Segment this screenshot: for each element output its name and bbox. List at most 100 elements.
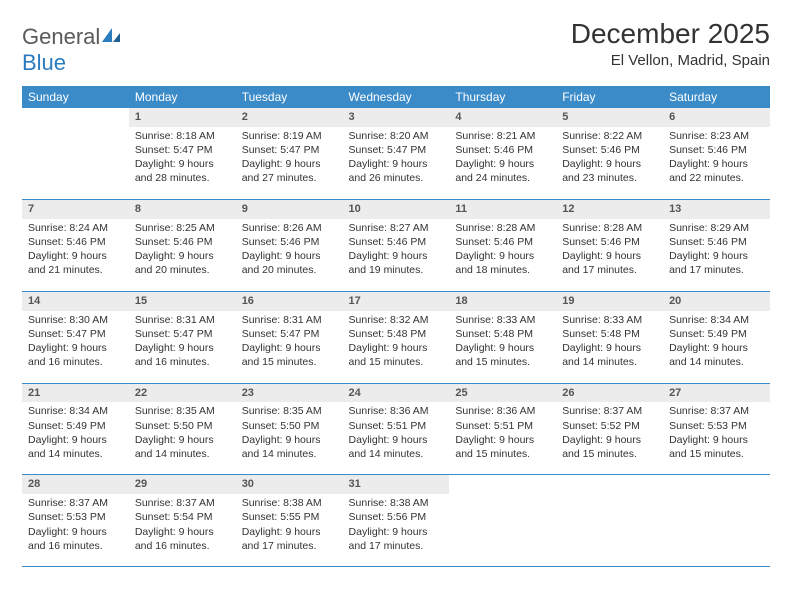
sunset-line: Sunset: 5:51 PM [349, 419, 444, 433]
sunrise-line: Sunrise: 8:27 AM [349, 221, 444, 235]
daylight-line: Daylight: 9 hours and 26 minutes. [349, 157, 444, 185]
day-body: Sunrise: 8:31 AMSunset: 5:47 PMDaylight:… [236, 311, 343, 383]
sunset-line: Sunset: 5:46 PM [669, 235, 764, 249]
sunrise-line: Sunrise: 8:20 AM [349, 129, 444, 143]
day-number: 5 [556, 108, 663, 127]
sunrise-line: Sunrise: 8:34 AM [28, 404, 123, 418]
sunset-line: Sunset: 5:53 PM [28, 510, 123, 524]
calendar-cell: 26Sunrise: 8:37 AMSunset: 5:52 PMDayligh… [556, 383, 663, 475]
day-number: 22 [129, 384, 236, 403]
sunrise-line: Sunrise: 8:35 AM [135, 404, 230, 418]
day-body: Sunrise: 8:29 AMSunset: 5:46 PMDaylight:… [663, 219, 770, 291]
calendar-cell: 4Sunrise: 8:21 AMSunset: 5:46 PMDaylight… [449, 108, 556, 199]
day-body: Sunrise: 8:18 AMSunset: 5:47 PMDaylight:… [129, 127, 236, 199]
sunrise-line: Sunrise: 8:37 AM [135, 496, 230, 510]
day-number: 27 [663, 384, 770, 403]
sunset-line: Sunset: 5:47 PM [135, 327, 230, 341]
calendar-cell: 22Sunrise: 8:35 AMSunset: 5:50 PMDayligh… [129, 383, 236, 475]
calendar-cell: 27Sunrise: 8:37 AMSunset: 5:53 PMDayligh… [663, 383, 770, 475]
calendar-cell: 18Sunrise: 8:33 AMSunset: 5:48 PMDayligh… [449, 291, 556, 383]
sunset-line: Sunset: 5:50 PM [135, 419, 230, 433]
sunrise-line: Sunrise: 8:25 AM [135, 221, 230, 235]
day-number: 8 [129, 200, 236, 219]
calendar-cell: 3Sunrise: 8:20 AMSunset: 5:47 PMDaylight… [343, 108, 450, 199]
sunrise-line: Sunrise: 8:36 AM [455, 404, 550, 418]
sunset-line: Sunset: 5:46 PM [562, 143, 657, 157]
day-body: Sunrise: 8:37 AMSunset: 5:54 PMDaylight:… [129, 494, 236, 566]
day-body: Sunrise: 8:34 AMSunset: 5:49 PMDaylight:… [663, 311, 770, 383]
sunrise-line: Sunrise: 8:31 AM [242, 313, 337, 327]
day-number: 3 [343, 108, 450, 127]
calendar-cell: 20Sunrise: 8:34 AMSunset: 5:49 PMDayligh… [663, 291, 770, 383]
calendar-cell: 15Sunrise: 8:31 AMSunset: 5:47 PMDayligh… [129, 291, 236, 383]
sunset-line: Sunset: 5:47 PM [242, 327, 337, 341]
day-body: Sunrise: 8:37 AMSunset: 5:53 PMDaylight:… [663, 402, 770, 474]
sunset-line: Sunset: 5:48 PM [455, 327, 550, 341]
calendar-cell: 7Sunrise: 8:24 AMSunset: 5:46 PMDaylight… [22, 199, 129, 291]
weekday-header: Sunday [22, 86, 129, 108]
daylight-line: Daylight: 9 hours and 16 minutes. [28, 525, 123, 553]
daylight-line: Daylight: 9 hours and 24 minutes. [455, 157, 550, 185]
daylight-line: Daylight: 9 hours and 16 minutes. [135, 525, 230, 553]
day-body: Sunrise: 8:25 AMSunset: 5:46 PMDaylight:… [129, 219, 236, 291]
header-right: December 2025 El Vellon, Madrid, Spain [571, 18, 770, 69]
daylight-line: Daylight: 9 hours and 14 minutes. [669, 341, 764, 369]
sunrise-line: Sunrise: 8:30 AM [28, 313, 123, 327]
day-body: Sunrise: 8:21 AMSunset: 5:46 PMDaylight:… [449, 127, 556, 199]
day-body: Sunrise: 8:26 AMSunset: 5:46 PMDaylight:… [236, 219, 343, 291]
calendar-cell: 1Sunrise: 8:18 AMSunset: 5:47 PMDaylight… [129, 108, 236, 199]
sunrise-line: Sunrise: 8:33 AM [455, 313, 550, 327]
calendar-cell: 2Sunrise: 8:19 AMSunset: 5:47 PMDaylight… [236, 108, 343, 199]
day-number: 2 [236, 108, 343, 127]
sunrise-line: Sunrise: 8:29 AM [669, 221, 764, 235]
calendar-cell: 9Sunrise: 8:26 AMSunset: 5:46 PMDaylight… [236, 199, 343, 291]
day-body: Sunrise: 8:22 AMSunset: 5:46 PMDaylight:… [556, 127, 663, 199]
sunrise-line: Sunrise: 8:18 AM [135, 129, 230, 143]
calendar-cell [22, 108, 129, 199]
day-number: 29 [129, 475, 236, 494]
sunrise-line: Sunrise: 8:19 AM [242, 129, 337, 143]
calendar-cell: 12Sunrise: 8:28 AMSunset: 5:46 PMDayligh… [556, 199, 663, 291]
day-body: Sunrise: 8:33 AMSunset: 5:48 PMDaylight:… [449, 311, 556, 383]
day-number: 17 [343, 292, 450, 311]
logo-text-general: General [22, 24, 100, 49]
sunrise-line: Sunrise: 8:24 AM [28, 221, 123, 235]
calendar-cell: 6Sunrise: 8:23 AMSunset: 5:46 PMDaylight… [663, 108, 770, 199]
calendar-cell: 23Sunrise: 8:35 AMSunset: 5:50 PMDayligh… [236, 383, 343, 475]
sunset-line: Sunset: 5:46 PM [562, 235, 657, 249]
weekday-header: Saturday [663, 86, 770, 108]
calendar-cell: 21Sunrise: 8:34 AMSunset: 5:49 PMDayligh… [22, 383, 129, 475]
sunrise-line: Sunrise: 8:28 AM [455, 221, 550, 235]
day-number [449, 475, 556, 494]
day-body: Sunrise: 8:35 AMSunset: 5:50 PMDaylight:… [236, 402, 343, 474]
daylight-line: Daylight: 9 hours and 16 minutes. [28, 341, 123, 369]
sunset-line: Sunset: 5:56 PM [349, 510, 444, 524]
sunset-line: Sunset: 5:46 PM [28, 235, 123, 249]
calendar-cell: 31Sunrise: 8:38 AMSunset: 5:56 PMDayligh… [343, 475, 450, 567]
calendar-cell [556, 475, 663, 567]
daylight-line: Daylight: 9 hours and 15 minutes. [455, 433, 550, 461]
sunrise-line: Sunrise: 8:34 AM [669, 313, 764, 327]
day-number: 19 [556, 292, 663, 311]
day-number: 28 [22, 475, 129, 494]
day-body: Sunrise: 8:30 AMSunset: 5:47 PMDaylight:… [22, 311, 129, 383]
sunrise-line: Sunrise: 8:35 AM [242, 404, 337, 418]
day-number: 7 [22, 200, 129, 219]
calendar-cell: 19Sunrise: 8:33 AMSunset: 5:48 PMDayligh… [556, 291, 663, 383]
calendar-cell: 28Sunrise: 8:37 AMSunset: 5:53 PMDayligh… [22, 475, 129, 567]
logo-text-blue: Blue [22, 50, 66, 75]
sunset-line: Sunset: 5:46 PM [455, 143, 550, 157]
daylight-line: Daylight: 9 hours and 17 minutes. [669, 249, 764, 277]
sunset-line: Sunset: 5:48 PM [349, 327, 444, 341]
sunset-line: Sunset: 5:46 PM [135, 235, 230, 249]
day-body: Sunrise: 8:36 AMSunset: 5:51 PMDaylight:… [449, 402, 556, 474]
day-number: 14 [22, 292, 129, 311]
calendar-cell: 10Sunrise: 8:27 AMSunset: 5:46 PMDayligh… [343, 199, 450, 291]
day-number: 6 [663, 108, 770, 127]
sunset-line: Sunset: 5:48 PM [562, 327, 657, 341]
sunset-line: Sunset: 5:49 PM [669, 327, 764, 341]
sunset-line: Sunset: 5:49 PM [28, 419, 123, 433]
sunrise-line: Sunrise: 8:21 AM [455, 129, 550, 143]
page-title: December 2025 [571, 18, 770, 50]
day-number [22, 108, 129, 127]
